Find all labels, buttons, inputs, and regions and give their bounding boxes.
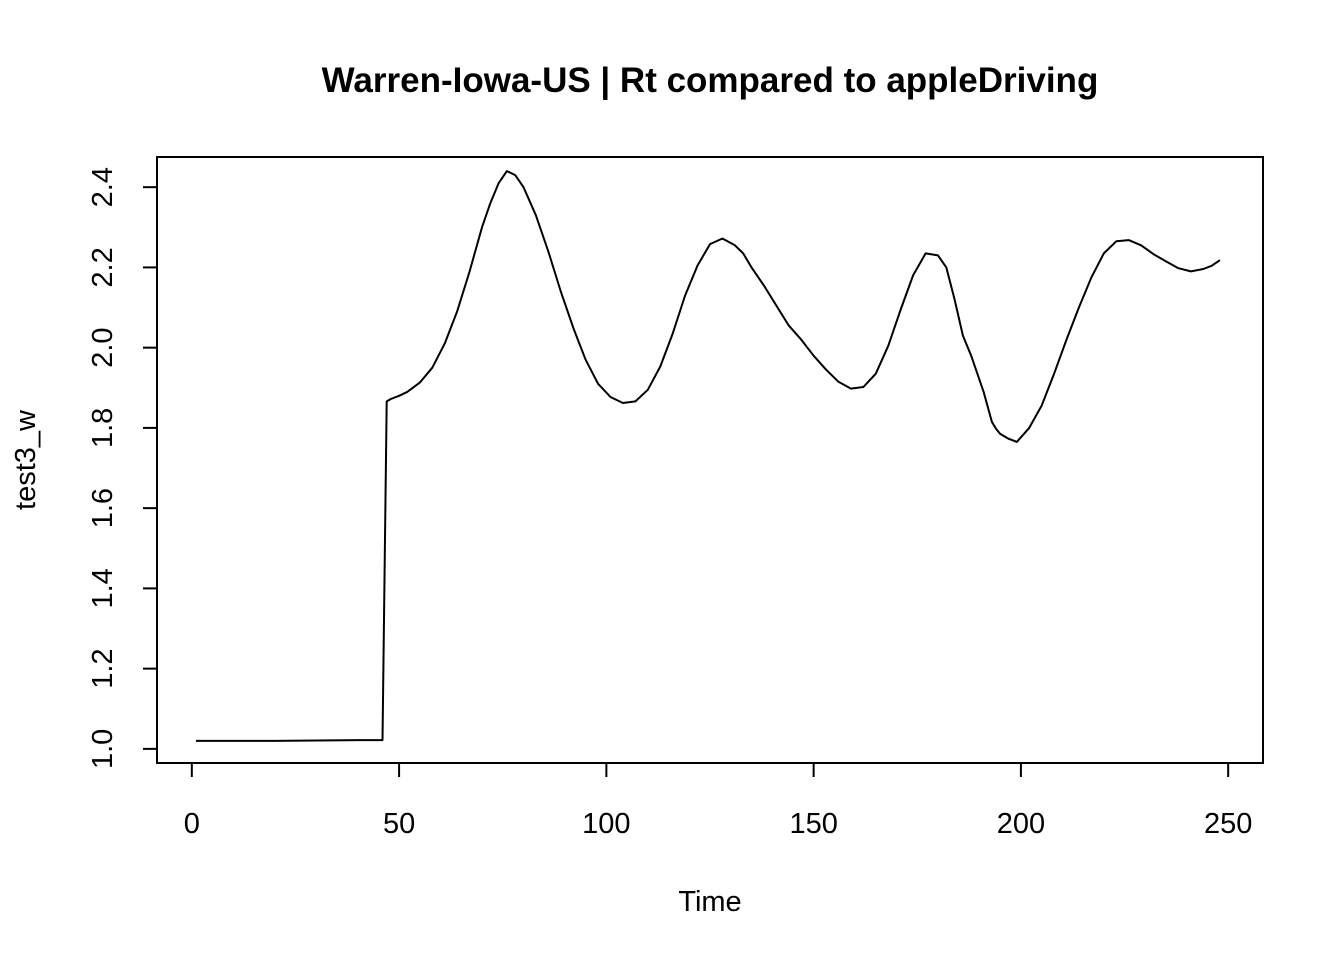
y-tick-label: 1.2 — [87, 648, 119, 688]
y-tick-label: 1.6 — [87, 488, 119, 528]
y-tick-label: 2.2 — [87, 247, 119, 287]
x-tick-label: 50 — [383, 808, 415, 840]
y-tick-label: 1.4 — [87, 568, 119, 608]
y-axis-label: test3_w — [10, 409, 42, 510]
x-tick-label: 250 — [1204, 808, 1252, 840]
x-axis-label: Time — [678, 886, 741, 918]
y-axis: 1.0 1.2 1.4 1.6 1.8 2.0 2.2 2.4 — [87, 167, 158, 769]
x-tick-label: 100 — [582, 808, 630, 840]
y-tick-label: 2.4 — [87, 167, 119, 207]
x-tick-label: 200 — [997, 808, 1045, 840]
y-tick-label: 1.8 — [87, 408, 119, 448]
series-line-test3-w — [196, 170, 1221, 742]
x-tick-label: 150 — [789, 808, 837, 840]
y-tick-label: 2.0 — [87, 327, 119, 367]
y-tick-label: 1.0 — [87, 729, 119, 769]
plot-frame — [156, 156, 1264, 764]
x-axis: 0 50 100 150 200 250 — [184, 762, 1252, 840]
x-tick-label: 0 — [184, 808, 200, 840]
chart-title: Warren-Iowa-US | Rt compared to appleDri… — [322, 61, 1099, 100]
